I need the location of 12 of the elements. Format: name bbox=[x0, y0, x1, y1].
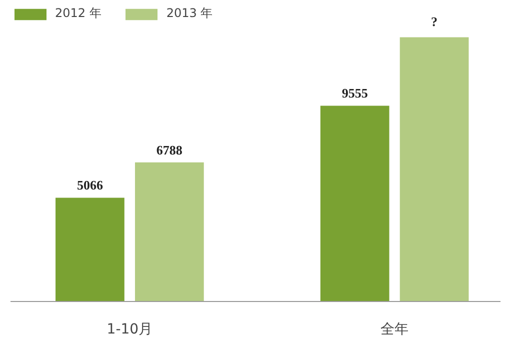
x-tick-label: 全年 bbox=[380, 322, 409, 338]
data-label: 6788 bbox=[156, 142, 183, 158]
bar bbox=[134, 162, 204, 302]
bar bbox=[56, 198, 124, 302]
x-tick-label: 1-10月 bbox=[106, 322, 153, 338]
legend-label: 2013 年 bbox=[166, 5, 213, 22]
legend-label: 2012 年 bbox=[55, 5, 102, 22]
data-label: 5066 bbox=[76, 178, 104, 193]
data-label: ? bbox=[431, 14, 438, 30]
bar bbox=[320, 106, 390, 302]
bar bbox=[400, 37, 469, 302]
data-label: 9555 bbox=[342, 86, 368, 101]
